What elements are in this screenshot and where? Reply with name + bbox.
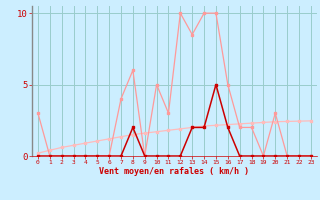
X-axis label: Vent moyen/en rafales ( km/h ): Vent moyen/en rafales ( km/h )	[100, 167, 249, 176]
